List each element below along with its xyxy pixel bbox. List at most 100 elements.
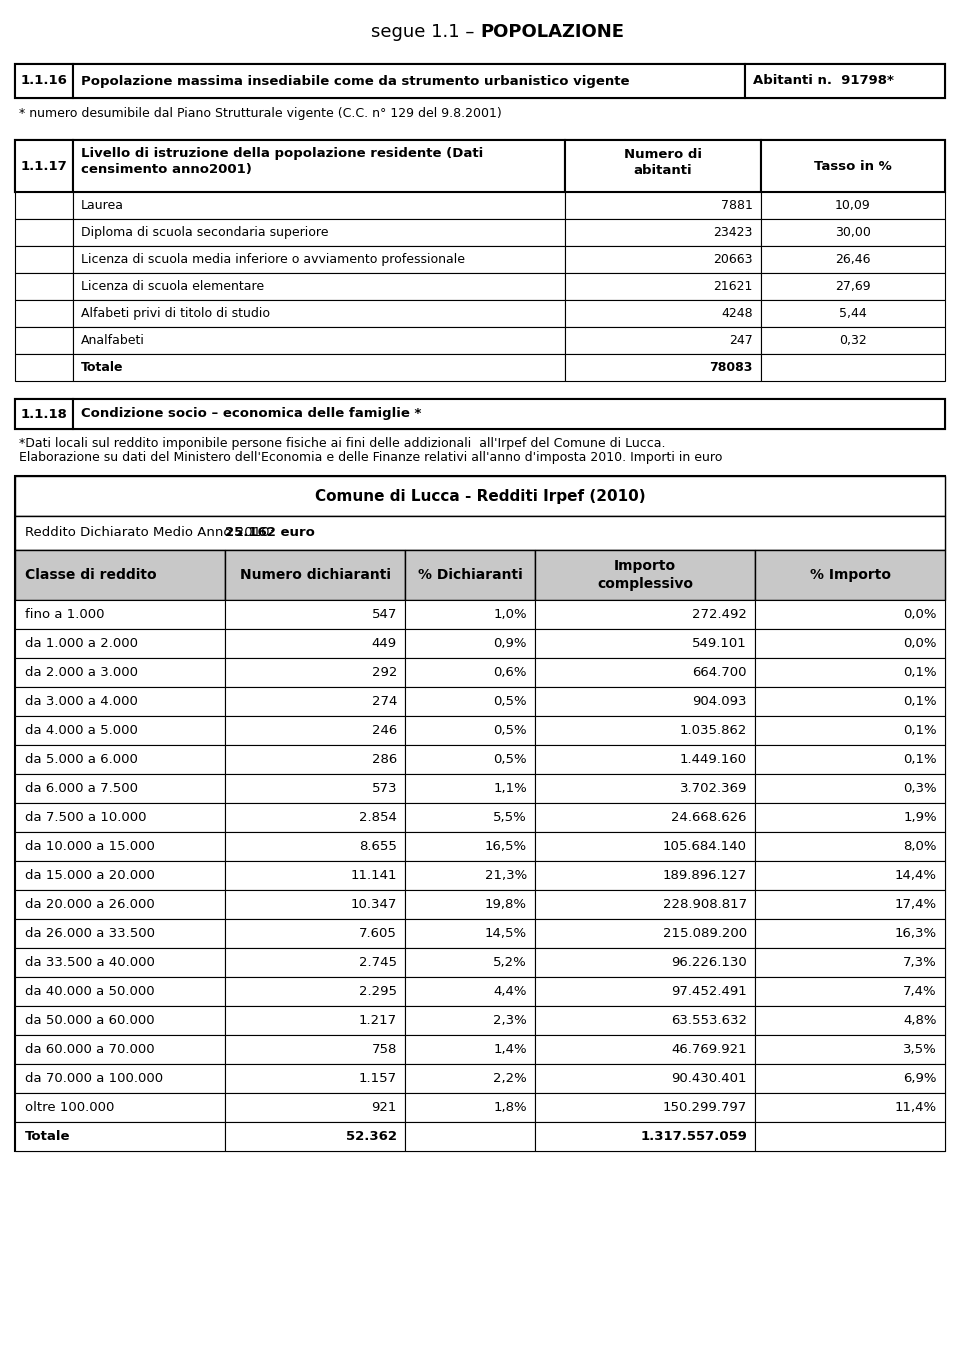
Text: 4248: 4248 bbox=[721, 307, 753, 319]
Text: 4,4%: 4,4% bbox=[493, 986, 527, 998]
Bar bbox=[405, 977, 535, 1006]
Bar bbox=[225, 1093, 405, 1122]
Bar bbox=[535, 861, 755, 890]
Text: 21,3%: 21,3% bbox=[485, 870, 527, 882]
Text: 8,0%: 8,0% bbox=[903, 839, 937, 853]
Text: da 60.000 a 70.000: da 60.000 a 70.000 bbox=[25, 1043, 155, 1057]
Text: 1,8%: 1,8% bbox=[493, 1102, 527, 1114]
Bar bbox=[405, 1006, 535, 1035]
Bar bbox=[405, 745, 535, 774]
Bar bbox=[15, 246, 73, 273]
Text: Condizione socio – economica delle famiglie *: Condizione socio – economica delle famig… bbox=[81, 408, 421, 420]
Text: da 7.500 a 10.000: da 7.500 a 10.000 bbox=[25, 811, 147, 824]
Bar bbox=[15, 328, 73, 354]
Text: 2.295: 2.295 bbox=[359, 986, 397, 998]
Text: 14,5%: 14,5% bbox=[485, 927, 527, 940]
Bar bbox=[15, 141, 945, 192]
Bar bbox=[405, 717, 535, 745]
Bar bbox=[225, 1006, 405, 1035]
Bar bbox=[755, 745, 945, 774]
Text: 7,3%: 7,3% bbox=[903, 955, 937, 969]
Bar bbox=[535, 919, 755, 949]
Bar bbox=[405, 833, 535, 861]
Bar bbox=[755, 687, 945, 717]
Bar bbox=[15, 601, 225, 629]
Bar bbox=[225, 890, 405, 919]
Text: 78083: 78083 bbox=[709, 360, 753, 374]
Text: Numero dichiaranti: Numero dichiaranti bbox=[239, 568, 391, 581]
Text: 1.157: 1.157 bbox=[359, 1072, 397, 1085]
Bar bbox=[15, 354, 73, 381]
Text: 63.553.632: 63.553.632 bbox=[671, 1014, 747, 1026]
Text: 0,6%: 0,6% bbox=[493, 666, 527, 678]
Text: Importo: Importo bbox=[614, 560, 676, 573]
Text: 1.1.18: 1.1.18 bbox=[20, 408, 67, 420]
Text: segue 1.1 –: segue 1.1 – bbox=[371, 23, 480, 41]
Bar bbox=[15, 861, 225, 890]
Text: 0,0%: 0,0% bbox=[903, 607, 937, 621]
Text: 150.299.797: 150.299.797 bbox=[662, 1102, 747, 1114]
Bar bbox=[225, 745, 405, 774]
Text: da 4.000 a 5.000: da 4.000 a 5.000 bbox=[25, 723, 138, 737]
Text: 5,5%: 5,5% bbox=[493, 811, 527, 824]
Text: 1,0%: 1,0% bbox=[493, 607, 527, 621]
Bar bbox=[755, 861, 945, 890]
Text: 292: 292 bbox=[372, 666, 397, 678]
Text: da 1.000 a 2.000: da 1.000 a 2.000 bbox=[25, 637, 138, 650]
Bar bbox=[565, 218, 761, 246]
Text: 46.769.921: 46.769.921 bbox=[671, 1043, 747, 1057]
Text: 0,9%: 0,9% bbox=[493, 637, 527, 650]
Text: 0,32: 0,32 bbox=[839, 334, 867, 347]
Text: Alfabeti privi di titolo di studio: Alfabeti privi di titolo di studio bbox=[81, 307, 270, 319]
Bar bbox=[535, 774, 755, 803]
Text: 0,3%: 0,3% bbox=[903, 782, 937, 794]
Bar bbox=[15, 1093, 225, 1122]
Bar bbox=[761, 354, 945, 381]
Bar bbox=[755, 833, 945, 861]
Text: Tasso in %: Tasso in % bbox=[814, 160, 892, 172]
Bar bbox=[15, 516, 945, 550]
Bar bbox=[565, 192, 761, 218]
Bar bbox=[15, 1122, 225, 1151]
Bar bbox=[15, 1063, 225, 1093]
Text: 547: 547 bbox=[372, 607, 397, 621]
Bar bbox=[73, 64, 745, 98]
Bar bbox=[73, 399, 945, 429]
Text: da 40.000 a 50.000: da 40.000 a 50.000 bbox=[25, 986, 155, 998]
Text: Licenza di scuola elementare: Licenza di scuola elementare bbox=[81, 280, 264, 293]
Text: 5,2%: 5,2% bbox=[493, 955, 527, 969]
Text: fino a 1.000: fino a 1.000 bbox=[25, 607, 105, 621]
Bar bbox=[535, 1063, 755, 1093]
Bar bbox=[535, 550, 755, 601]
Bar bbox=[565, 273, 761, 300]
Text: 3.702.369: 3.702.369 bbox=[680, 782, 747, 794]
Bar bbox=[565, 300, 761, 328]
Bar bbox=[225, 601, 405, 629]
Text: *Dati locali sul reddito imponibile persone fisiche ai fini delle addizionali  a: *Dati locali sul reddito imponibile pers… bbox=[19, 437, 665, 449]
Bar bbox=[761, 246, 945, 273]
Text: Popolazione massima insediabile come da strumento urbanistico vigente: Popolazione massima insediabile come da … bbox=[81, 75, 630, 87]
Text: censimento anno2001): censimento anno2001) bbox=[81, 164, 252, 176]
Text: 0,5%: 0,5% bbox=[493, 695, 527, 708]
Text: 286: 286 bbox=[372, 753, 397, 766]
Text: 0,5%: 0,5% bbox=[493, 753, 527, 766]
Text: 16,5%: 16,5% bbox=[485, 839, 527, 853]
Text: complessivo: complessivo bbox=[597, 577, 693, 591]
Text: 0,1%: 0,1% bbox=[903, 753, 937, 766]
Text: da 3.000 a 4.000: da 3.000 a 4.000 bbox=[25, 695, 138, 708]
Text: 52.362: 52.362 bbox=[346, 1130, 397, 1143]
Text: 11,4%: 11,4% bbox=[895, 1102, 937, 1114]
Bar bbox=[535, 833, 755, 861]
Bar bbox=[225, 861, 405, 890]
Text: Diploma di scuola secondaria superiore: Diploma di scuola secondaria superiore bbox=[81, 227, 328, 239]
Bar bbox=[755, 601, 945, 629]
Bar bbox=[755, 658, 945, 687]
Bar bbox=[755, 803, 945, 833]
Bar bbox=[535, 601, 755, 629]
Text: 2,2%: 2,2% bbox=[493, 1072, 527, 1085]
Text: 7.605: 7.605 bbox=[359, 927, 397, 940]
Text: da 2.000 a 3.000: da 2.000 a 3.000 bbox=[25, 666, 138, 678]
Bar bbox=[225, 717, 405, 745]
Bar bbox=[761, 328, 945, 354]
Text: 30,00: 30,00 bbox=[835, 227, 871, 239]
